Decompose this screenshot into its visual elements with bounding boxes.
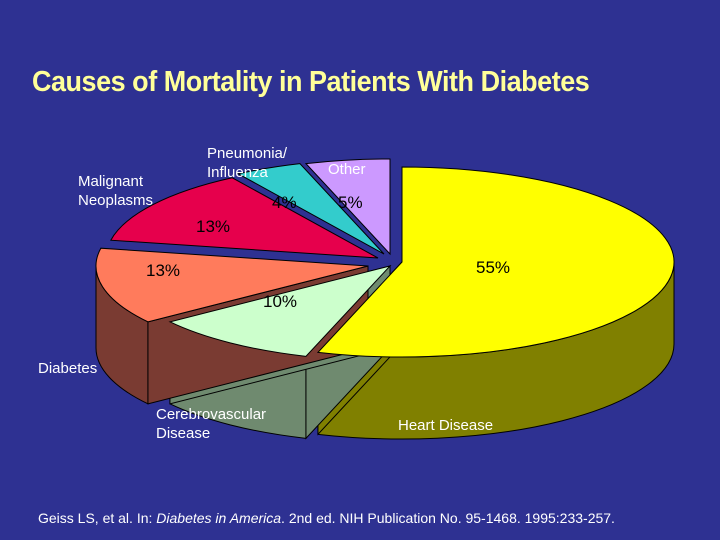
value-label-malignant: 13% [196,217,230,236]
category-label-heart: Heart Disease [398,417,493,434]
category-label-diabetes: Diabetes [38,360,97,377]
slice-heart [316,166,675,358]
category-label-malignant: Malignant [78,173,144,190]
category-label-other: Other [328,161,366,178]
category-label-pneumonia: Pneumonia/ [207,145,288,162]
slice-pneumonia [236,163,385,255]
chart-title: Causes of Mortality in Patients With Dia… [32,66,590,98]
slice-malignant [110,177,379,259]
pie-slices [95,158,675,358]
category-label-cerebro: Disease [156,425,210,442]
slice-cerebro [168,265,392,357]
citation-details: . 2nd ed. NIH Publication No. 95-1468. 1… [281,510,615,526]
slice-diabetes [95,247,369,323]
value-label-cerebro: 10% [263,292,297,311]
pie-labels: 55% Heart Disease 10% Cerebrovascular Diseas… [38,145,510,442]
value-label-heart: 55% [476,258,510,277]
citation-authors: Geiss LS, et al. In: [38,510,157,526]
slice-other [304,158,391,256]
value-label-diabetes: 13% [146,261,180,280]
value-label-other: 5% [338,193,363,212]
category-label-pneumonia: Influenza [207,164,269,181]
category-label-cerebro: Cerebrovascular [156,406,266,423]
category-label-malignant: Neoplasms [78,192,153,209]
value-label-pneumonia: 4% [272,193,297,212]
citation-book: Diabetes in America [156,510,282,526]
citation: Geiss LS, et al. In: Diabetes in America… [38,510,615,526]
